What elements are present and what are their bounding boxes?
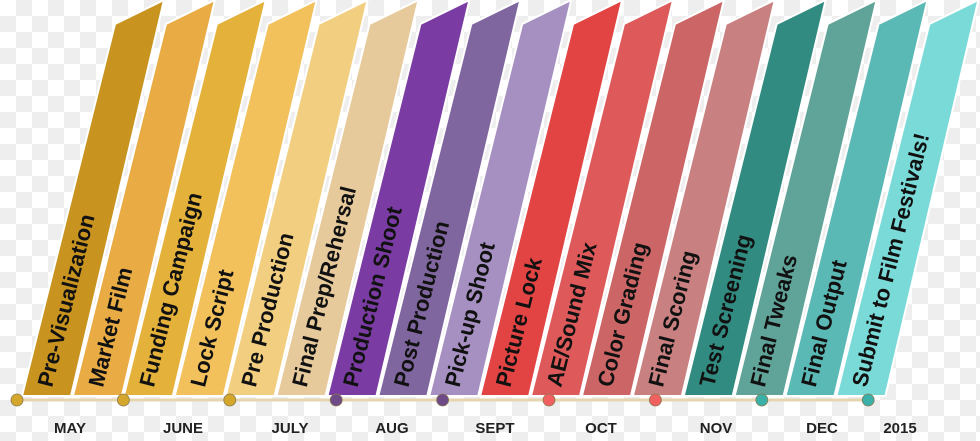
phase-strip: Final Prep/Rehersal xyxy=(275,0,420,397)
phase-strip-shape xyxy=(580,0,725,397)
phase-strip-shape xyxy=(784,0,929,397)
phase-strip-shape xyxy=(478,0,624,397)
timeline-marker xyxy=(542,393,556,407)
phase-strip-shape xyxy=(733,0,878,397)
timeline-marker xyxy=(755,393,769,407)
phase-strip-shape xyxy=(529,0,675,397)
phase-strip-shape xyxy=(173,0,318,397)
timeline-marker xyxy=(649,393,662,407)
month-label: MAY xyxy=(54,420,86,437)
phase-strip-shape xyxy=(20,0,166,397)
phase-strip-shape xyxy=(71,0,216,397)
phase-strip: Color Grading xyxy=(580,0,725,397)
timeline-marker xyxy=(436,393,450,407)
timeline-marker xyxy=(223,393,237,407)
phase-strip-shape xyxy=(122,0,267,397)
month-label: 2015 xyxy=(883,420,916,437)
month-label: SEPT xyxy=(475,420,514,437)
phase-strip: Lock Script xyxy=(173,0,318,397)
phase-strip-shape xyxy=(427,0,573,397)
month-label: NOV xyxy=(700,420,733,437)
timeline-marker xyxy=(117,393,130,407)
timeline-marker xyxy=(329,393,343,407)
month-label: AUG xyxy=(375,420,408,437)
month-label: DEC xyxy=(806,420,838,437)
phase-strip-shape xyxy=(224,0,369,397)
timeline-marker xyxy=(861,393,875,407)
month-label: OCT xyxy=(585,420,617,437)
phase-strip-shape xyxy=(275,0,420,397)
month-labels: MAY JUNE JULY AUG SEPT OCT NOV DEC 2015 xyxy=(54,420,917,437)
phase-strip: Test Screening xyxy=(682,0,827,397)
phase-strip-shape xyxy=(377,0,522,397)
phase-strip-shape xyxy=(682,0,827,397)
timeline-markers xyxy=(10,393,875,407)
timeline-marker xyxy=(10,393,24,407)
month-label: JULY xyxy=(272,420,309,437)
phase-strip-shape xyxy=(631,0,776,397)
month-label: JUNE xyxy=(163,420,203,437)
phase-strip-shape xyxy=(326,0,471,397)
